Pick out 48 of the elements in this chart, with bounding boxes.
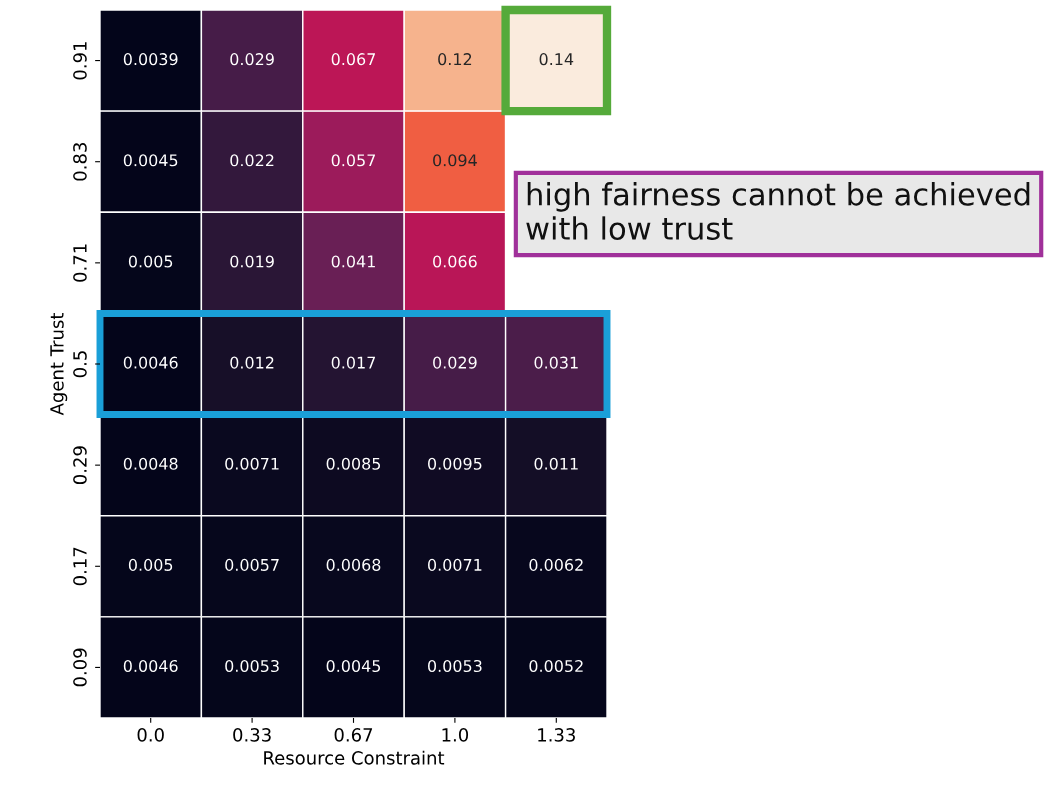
data-label: 0.0045 — [326, 659, 381, 673]
data-label: 0.0048 — [123, 457, 178, 470]
x-axis-title: Resource Constraint — [264, 750, 445, 765]
data-label: 0.031 — [534, 356, 578, 369]
annotation: high fairness cannot be achieved with low trust — [526, 182, 1030, 240]
data-label: 0.029 — [433, 356, 477, 369]
data-label: 0.011 — [534, 457, 578, 470]
data-label: 0.0057 — [225, 558, 279, 571]
data-label: 0.0085 — [326, 457, 381, 470]
data-label: 0.0045 — [123, 154, 178, 167]
data-label: 0.067 — [331, 53, 375, 66]
x-tick-label: 0.33 — [233, 728, 271, 742]
data-label: 0.094 — [433, 154, 477, 167]
data-label: 0.0068 — [326, 558, 381, 571]
data-label: 0.0095 — [428, 457, 482, 470]
data-label: 0.0053 — [225, 659, 279, 673]
y-tick-label: 0.17 — [73, 547, 87, 586]
data-label: 0.0046 — [123, 659, 178, 673]
data-label: 0.012 — [230, 356, 274, 369]
y-axis-title: Agent Trust — [50, 312, 68, 416]
data-label: 0.041 — [331, 255, 375, 268]
y-tick-label: 0.91 — [73, 42, 87, 80]
data-label: 0.022 — [230, 154, 274, 167]
data-label: 0.14 — [539, 53, 574, 66]
data-label: 0.0046 — [123, 356, 178, 369]
data-label: 0.0052 — [529, 659, 583, 673]
x-tick-label: 1.0 — [442, 728, 469, 742]
y-tick-label: 0.5 — [73, 351, 87, 378]
y-tick-label: 0.83 — [73, 143, 87, 181]
data-label: 0.12 — [438, 53, 472, 66]
data-label: 0.0039 — [123, 53, 178, 66]
data-label: 0.017 — [331, 356, 375, 369]
data-label: 0.019 — [230, 255, 274, 268]
data-label: 0.0053 — [428, 659, 482, 673]
x-tick-label: 0.67 — [334, 728, 373, 742]
data-label: 0.057 — [331, 154, 375, 167]
data-label: 0.005 — [128, 255, 173, 268]
data-label: 0.0071 — [225, 457, 279, 470]
y-tick-label: 0.71 — [73, 244, 87, 282]
x-tick-label: 1.33 — [538, 728, 575, 742]
data-label: 0.0071 — [428, 558, 482, 571]
y-tick-label: 0.29 — [73, 446, 87, 485]
data-label: 0.066 — [433, 255, 477, 268]
x-tick-label: 0.0 — [137, 728, 164, 742]
data-label: 0.005 — [128, 558, 173, 571]
y-tick-label: 0.09 — [73, 648, 87, 687]
data-label: 0.029 — [230, 53, 274, 66]
data-label: 0.0062 — [529, 558, 583, 571]
